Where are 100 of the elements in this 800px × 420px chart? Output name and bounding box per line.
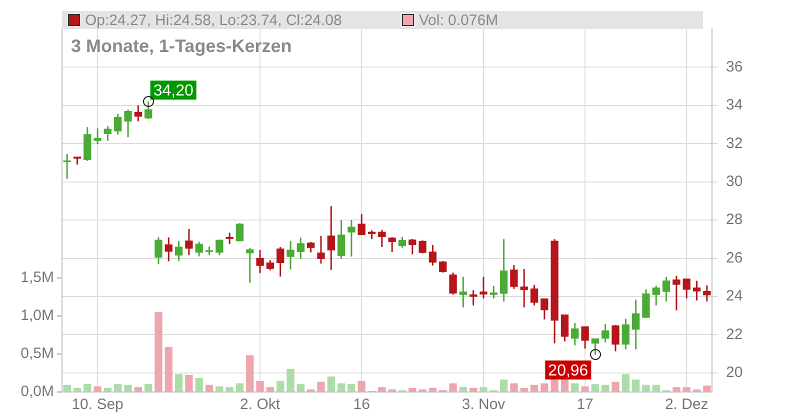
bar bbox=[205, 384, 214, 392]
x-tick-label: 17 bbox=[576, 396, 594, 414]
candlestick bbox=[480, 276, 488, 300]
y-tick-label: 30 bbox=[726, 172, 743, 190]
candlestick bbox=[307, 241, 315, 254]
candlestick bbox=[358, 213, 366, 236]
bar bbox=[480, 387, 488, 392]
candlestick bbox=[317, 235, 325, 264]
candlestick bbox=[398, 236, 406, 248]
bar bbox=[642, 384, 650, 392]
bar bbox=[520, 388, 528, 392]
bar bbox=[540, 383, 548, 392]
y-tick-label: 28 bbox=[726, 211, 743, 228]
bar bbox=[581, 386, 589, 392]
chart-title: 3 Monate, 1-Tages-Kerzen bbox=[71, 36, 292, 57]
candlestick bbox=[296, 236, 304, 260]
candlestick bbox=[94, 128, 102, 145]
candlestick bbox=[540, 298, 548, 320]
candlestick bbox=[622, 318, 630, 350]
bar bbox=[195, 378, 203, 392]
candlestick bbox=[276, 246, 284, 278]
candlestick bbox=[104, 125, 112, 142]
candlestick bbox=[236, 222, 244, 242]
bar bbox=[134, 387, 142, 392]
bar bbox=[560, 380, 569, 392]
candlestick bbox=[408, 238, 416, 255]
bar bbox=[449, 383, 457, 392]
bar bbox=[459, 387, 467, 392]
candlestick bbox=[632, 298, 640, 350]
candlestick bbox=[520, 268, 528, 308]
y2-tick-label: 0,0M bbox=[20, 383, 54, 400]
candlestick bbox=[490, 285, 498, 300]
candlestick bbox=[256, 249, 264, 274]
candlestick bbox=[652, 285, 660, 306]
candlestick bbox=[327, 205, 335, 271]
candlestick bbox=[581, 326, 589, 350]
y2-tick-label: 1,5M bbox=[20, 269, 54, 286]
bar bbox=[94, 386, 102, 392]
candlestick bbox=[500, 238, 508, 302]
y2-tick-label: 1,0M bbox=[20, 307, 54, 324]
bar bbox=[286, 368, 294, 392]
bar bbox=[73, 388, 82, 392]
bar bbox=[327, 376, 335, 392]
bar bbox=[703, 386, 711, 392]
bar bbox=[246, 355, 254, 392]
candlestick bbox=[591, 338, 600, 356]
candlestick bbox=[164, 236, 172, 262]
bar bbox=[226, 387, 234, 392]
bar bbox=[428, 388, 437, 392]
candlestick bbox=[459, 276, 467, 308]
bar bbox=[682, 387, 690, 392]
candlestick bbox=[154, 236, 162, 265]
x-tick-label: 3. Nov bbox=[462, 396, 506, 414]
candlestick bbox=[672, 275, 680, 312]
bar bbox=[500, 380, 508, 392]
bar bbox=[591, 384, 600, 392]
candlestick bbox=[348, 219, 356, 258]
bar bbox=[84, 384, 92, 392]
bar bbox=[144, 384, 152, 392]
bar bbox=[185, 374, 193, 392]
candlestick bbox=[703, 284, 711, 302]
bar bbox=[418, 389, 426, 392]
candlestick bbox=[428, 244, 437, 266]
candlestick bbox=[114, 113, 122, 136]
candlestick bbox=[134, 104, 142, 122]
bar bbox=[378, 387, 386, 392]
candlestick bbox=[662, 276, 670, 302]
bar bbox=[692, 389, 701, 392]
bar bbox=[348, 384, 356, 392]
bar bbox=[256, 381, 264, 392]
candlestick bbox=[560, 314, 569, 342]
bar bbox=[632, 380, 640, 392]
y-tick-label: 32 bbox=[726, 134, 743, 152]
bar bbox=[164, 346, 172, 392]
candlestick bbox=[470, 289, 478, 306]
bar bbox=[276, 381, 284, 392]
candlestick bbox=[692, 280, 701, 302]
bar bbox=[307, 389, 315, 392]
bar bbox=[550, 380, 558, 392]
bar bbox=[124, 384, 132, 392]
candlestick bbox=[530, 284, 538, 306]
bar bbox=[114, 384, 122, 392]
candlestick bbox=[286, 240, 294, 270]
x-tick-label: 10. Sep bbox=[72, 396, 124, 414]
bar bbox=[236, 383, 244, 392]
bar bbox=[317, 382, 325, 392]
x-tick-label: 2. Okt bbox=[240, 396, 281, 414]
x-tick-label: 2. Dez bbox=[664, 396, 708, 414]
legend-label: Vol: 0.076M bbox=[418, 12, 498, 28]
y-tick-label: 26 bbox=[726, 249, 743, 266]
y-tick-label: 20 bbox=[726, 364, 743, 382]
candlestick bbox=[144, 100, 152, 120]
bar bbox=[672, 387, 680, 392]
bar bbox=[63, 384, 71, 392]
candlestick bbox=[216, 238, 224, 256]
annotation: 34,20 bbox=[153, 82, 194, 100]
candlestick bbox=[337, 219, 346, 260]
bar bbox=[216, 386, 224, 392]
candlestick bbox=[195, 241, 203, 258]
candlestick bbox=[682, 278, 690, 300]
